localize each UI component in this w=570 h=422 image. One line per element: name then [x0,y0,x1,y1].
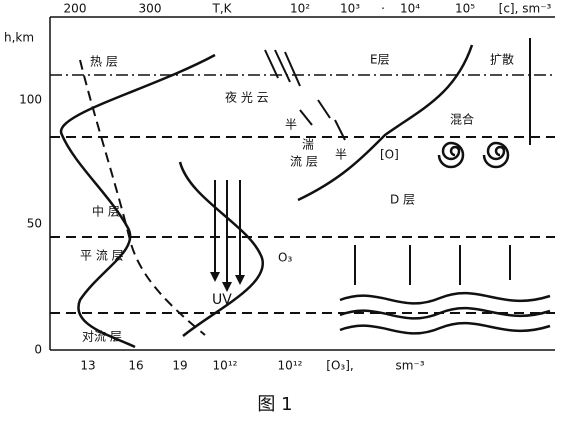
region-label: 中 层 [92,204,120,219]
region-label: 平 流 层 [80,249,124,263]
tick-label: 10³ [340,2,360,16]
tick-label: 10⁴ [400,2,420,16]
tick-label: 19 [172,359,187,373]
region-label: [O] [380,148,399,162]
level-lines [50,74,555,314]
tick-label: 10¹² [213,359,238,373]
tick-label: · [381,2,385,16]
top-axis: 200 300 T,K 10² 10³ · 10⁴ 10⁵ [c], sm⁻³ [64,2,552,16]
region-label: 扩散 [490,52,514,67]
region-label: 半 [285,118,297,132]
bottom-axis: 13 16 19 10¹² 10¹² [O₃], sm⁻³ [80,359,424,373]
tick-label: 300 [139,2,162,16]
region-label: 对流 层 [82,330,122,344]
axis-title: [c], sm⁻³ [499,2,552,16]
caption: 图 1 [257,394,292,415]
region-label: 流 层 [290,155,318,169]
region-labels: 热 层 夜 光 云 E层 扩散 混合 [O] 半 湍 流 层 半 D 层 中 层… [80,52,514,344]
axis-title: h,km [4,31,34,45]
tick-label: 10⁵ [455,2,475,16]
tick-label: 16 [128,359,143,373]
tick-label: 10¹² [278,359,303,373]
tick-label: 200 [64,2,87,16]
region-label: O₃ [278,251,292,265]
tick-label: 50 [27,217,42,231]
axis-title: T,K [211,2,232,16]
region-label: 半 [335,148,347,162]
axis-title: [O₃], [326,359,353,373]
region-label: 夜 光 云 [225,90,269,105]
region-label: E层 [370,53,390,67]
tick-label: 0 [34,343,42,357]
region-label: 混合 [450,112,474,127]
axis-unit: sm⁻³ [395,359,424,373]
left-axis: h,km 100 50 0 [4,31,42,357]
curves [59,38,551,349]
region-label: UV [212,292,232,308]
region-label: 湍 [302,138,314,152]
tick-label: 100 [19,93,42,107]
region-label: D 层 [390,193,415,207]
frame [49,16,555,351]
tick-label: 13 [80,359,95,373]
region-label: 热 层 [90,55,118,69]
tick-label: 10² [290,2,310,16]
